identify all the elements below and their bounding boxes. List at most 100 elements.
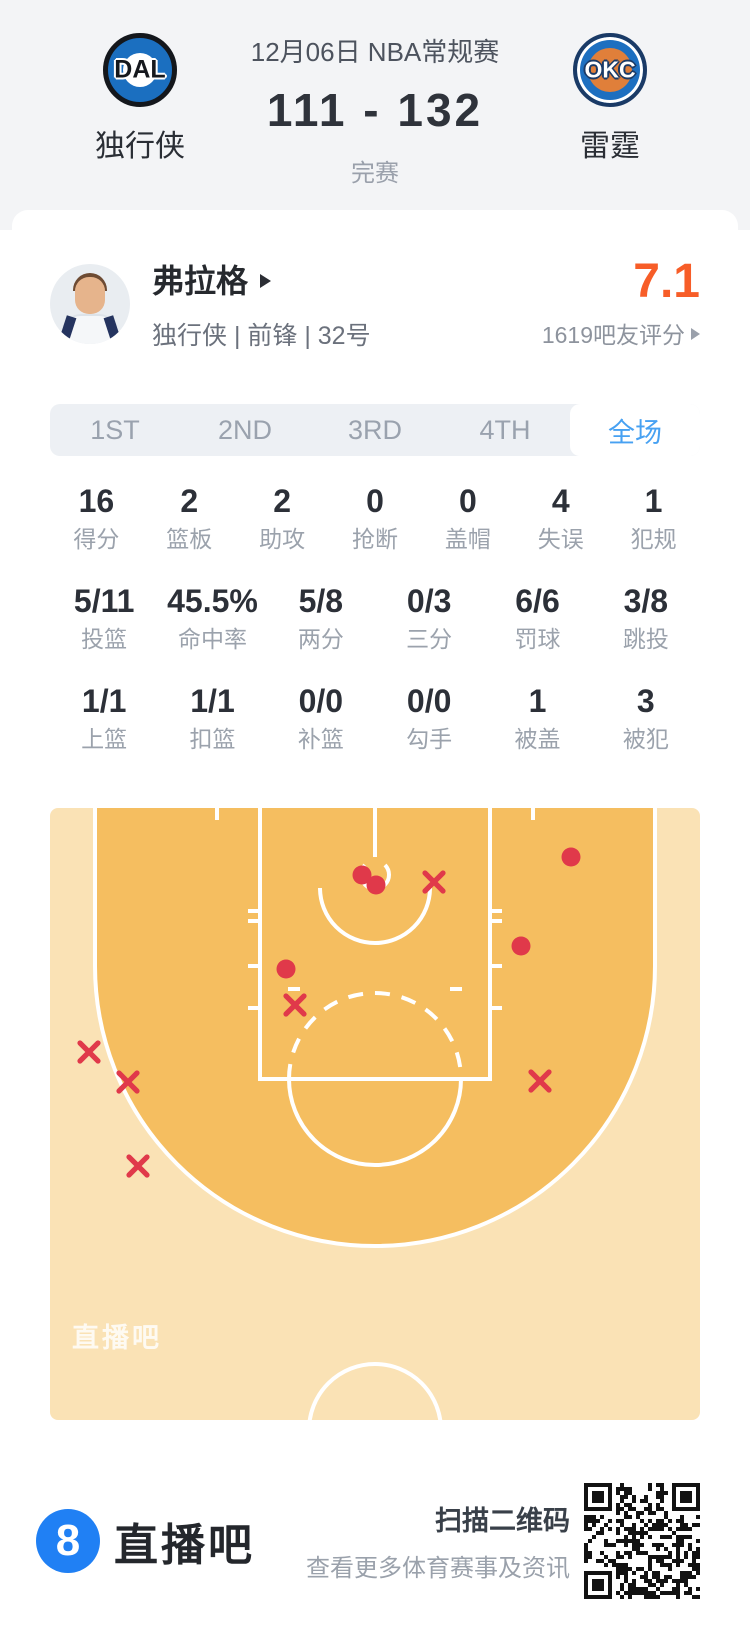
stat-label: 被犯 (622, 726, 669, 752)
missed-shot-marker (422, 870, 446, 894)
dal-team-logo: DAL (103, 33, 177, 107)
stat-value: 0 (458, 483, 477, 519)
match-center-info: 12月06日 NBA常规赛 111 - 132 完赛 (200, 0, 550, 188)
rating-arrow-icon (691, 328, 700, 340)
tab-3rd[interactable]: 3RD (347, 414, 402, 445)
three-point-line (93, 808, 657, 1248)
stat-cell: 0/3 三分 (375, 584, 483, 652)
stat-value: 5/8 (298, 583, 344, 619)
stat-label: 盖帽 (444, 526, 491, 552)
missed-shot-marker (528, 1069, 552, 1093)
qr-code (584, 1483, 700, 1599)
tab-2nd[interactable]: 2ND (217, 414, 272, 445)
stat-cell: 0 盖帽 (421, 484, 514, 552)
away-team-name: 雷霆 (580, 130, 640, 163)
made-shot-marker (366, 875, 386, 895)
stat-cell: 3/8 跳投 (592, 584, 700, 652)
home-team-block: DAL 独行侠 (55, 33, 225, 165)
free-throw-circle-dashed (287, 991, 463, 1080)
stat-label: 得分 (73, 526, 120, 552)
stat-label: 命中率 (177, 626, 247, 652)
dal-logo-inner-circle (123, 53, 157, 87)
stat-value: 0/0 (406, 683, 452, 719)
stat-cell: 1 犯规 (607, 484, 700, 552)
brand-name: 直播吧 (114, 1521, 255, 1570)
stat-label: 投篮 (81, 626, 128, 652)
stat-cell: 0 抢断 (329, 484, 422, 552)
player-rating-block[interactable]: 7.1 1619吧友评分 (542, 258, 700, 350)
okc-logo-text: OKC (584, 56, 636, 83)
okc-logo-inner-circle (588, 48, 632, 92)
stat-value: 0/0 (298, 683, 344, 719)
stat-cell: 2 篮板 (143, 484, 236, 552)
stat-cell: 45.5% 命中率 (158, 584, 266, 652)
player-name-button[interactable]: 弗拉格 (152, 256, 371, 302)
zhibo8-logo-icon: 8 (36, 1509, 100, 1573)
stat-cell: 5/8 两分 (267, 584, 375, 652)
tab-full[interactable]: 全场 (570, 404, 700, 456)
stat-label: 补篮 (297, 726, 344, 752)
qr-subtitle: 查看更多体育赛事及资讯 (306, 1555, 570, 1582)
avatar-head (75, 277, 105, 314)
stat-label: 跳投 (622, 626, 669, 652)
quarter-tabs: 1ST 2ND 3RD 4TH 全场 (50, 404, 700, 456)
stat-cell: 0/0 勾手 (375, 684, 483, 752)
qr-block: 扫描二维码 查看更多体育赛事及资讯 (306, 1483, 700, 1599)
stat-label: 助攻 (259, 526, 306, 552)
baseline-ticks (215, 808, 535, 820)
stat-cell: 16 得分 (50, 484, 143, 552)
stat-value: 1/1 (81, 683, 127, 719)
match-status: 完赛 (351, 160, 399, 187)
stat-cell: 4 失误 (514, 484, 607, 552)
stat-value: 1 (644, 483, 663, 519)
stat-label: 篮板 (166, 526, 213, 552)
lane-hash-marks (248, 909, 502, 1010)
stat-label: 三分 (406, 626, 453, 652)
rating-note: 1619吧友评分 (541, 322, 685, 348)
stat-label: 抢断 (351, 526, 398, 552)
stat-value: 4 (551, 483, 570, 519)
stat-value: 5/11 (73, 583, 135, 619)
stat-value: 16 (78, 483, 115, 519)
player-name: 弗拉格 (152, 263, 249, 299)
tab-1st[interactable]: 1ST (90, 414, 140, 445)
tab-4th[interactable]: 4TH (479, 414, 531, 445)
free-throw-circle-solid (287, 1078, 463, 1167)
stat-cell: 0/0 补篮 (267, 684, 375, 752)
stat-label: 两分 (297, 626, 344, 652)
stat-cell: 6/6 罚球 (483, 584, 591, 652)
stat-cell: 5/11 投篮 (50, 584, 158, 652)
stat-row: 5/11 投篮 45.5% 命中率 5/8 两分 0/3 三分 6/6 罚球 3/8 跳投 (50, 584, 700, 652)
stat-label: 失误 (537, 526, 584, 552)
stats-grid: 16 得分 2 篮板 2 助攻 0 抢断 0 盖帽 4 失误 1 犯规 5/11 投篮 45.5% 命中率 5/8 两… (50, 484, 700, 752)
stat-cell: 1/1 上篮 (50, 684, 158, 752)
player-avatar (50, 264, 130, 344)
made-shot-marker (276, 959, 296, 979)
stat-value: 1/1 (190, 683, 235, 719)
made-shot-marker (352, 865, 372, 885)
shot-chart-court (50, 808, 700, 1420)
stat-value: 2 (273, 483, 292, 519)
restricted-area-arc (318, 887, 432, 945)
stat-cell: 1 被盖 (483, 684, 591, 752)
stat-label: 勾手 (406, 726, 453, 752)
player-detail-arrow-icon (260, 273, 272, 288)
missed-shot-marker (77, 1040, 101, 1064)
stat-label: 被盖 (514, 726, 561, 752)
missed-shot-marker (126, 1154, 150, 1178)
stat-row: 16 得分 2 篮板 2 助攻 0 抢断 0 盖帽 4 失误 1 犯规 (50, 484, 700, 552)
stat-value: 0/3 (406, 583, 452, 619)
stat-label: 扣篮 (189, 726, 236, 752)
stat-value: 3 (636, 683, 655, 719)
qr-text: 扫描二维码 查看更多体育赛事及资讯 (306, 1499, 570, 1583)
missed-shot-marker (116, 1070, 140, 1094)
footer: 8 直播吧 扫描二维码 查看更多体育赛事及资讯 (0, 1474, 750, 1608)
stat-label: 上篮 (81, 726, 128, 752)
rating-note-row: 1619吧友评分 (542, 316, 700, 350)
stat-value: 0 (366, 483, 384, 519)
match-header: DAL 独行侠 12月06日 NBA常规赛 111 - 132 完赛 OKC 雷… (0, 0, 750, 230)
stat-label: 犯规 (630, 526, 677, 552)
stat-value: 3/8 (623, 583, 669, 619)
qr-title: 扫描二维码 (435, 1506, 570, 1536)
stat-row: 1/1 上篮 1/1 扣篮 0/0 补篮 0/0 勾手 1 被盖 3 被犯 (50, 684, 700, 752)
